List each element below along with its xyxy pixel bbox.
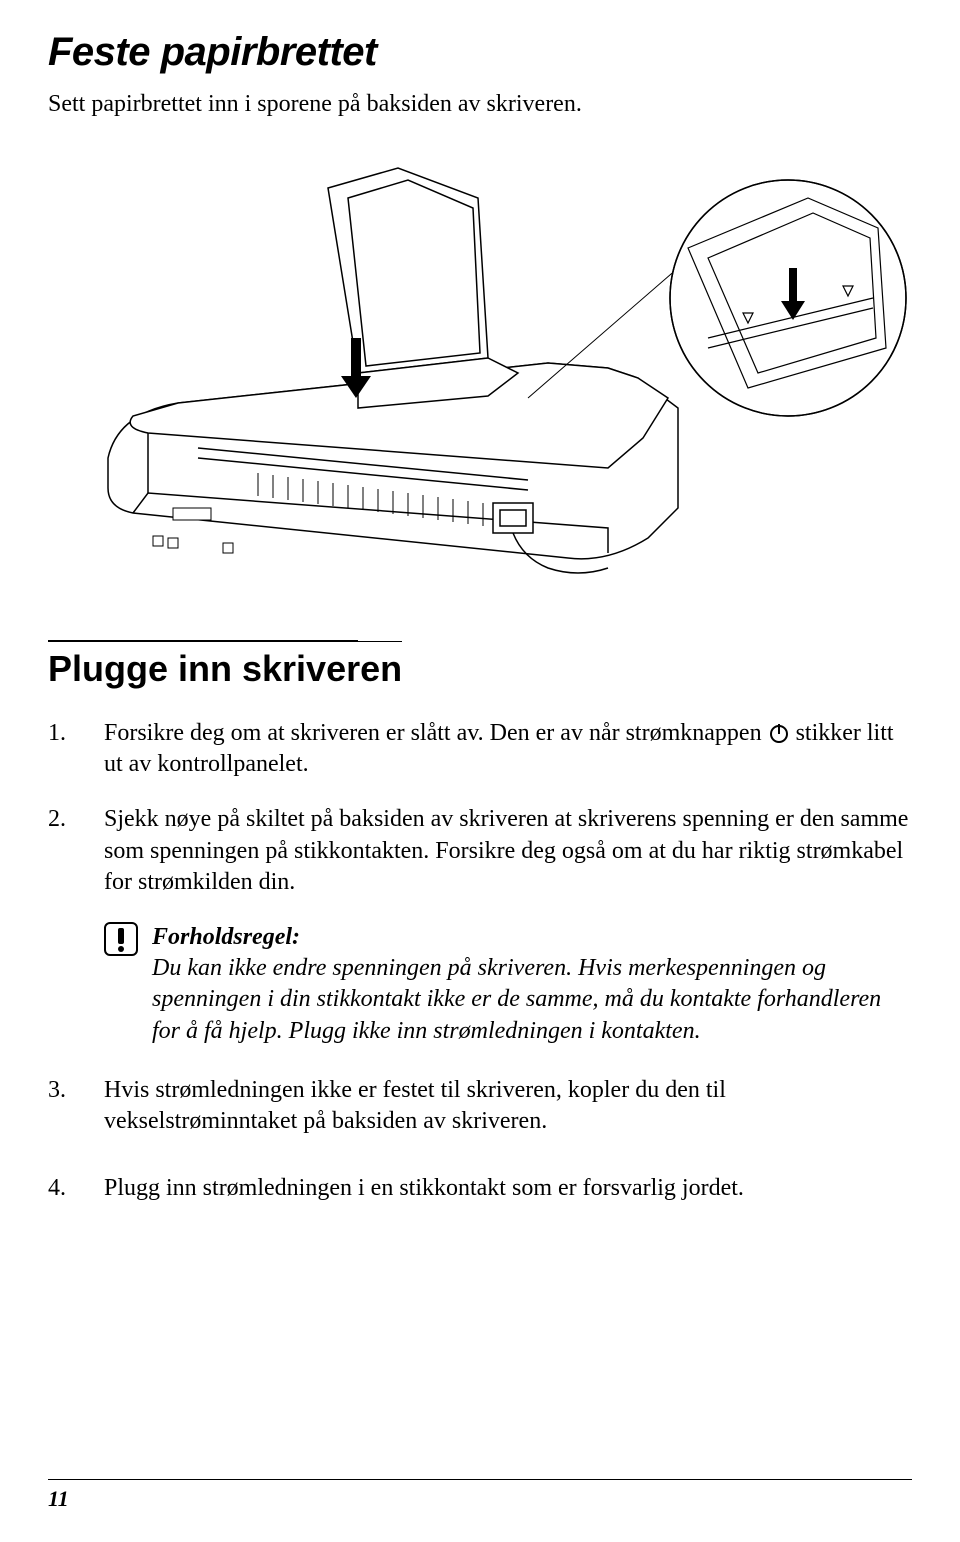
step-4: 4. Plugg inn strømledningen i en stikkon… — [48, 1173, 912, 1204]
step-text: Hvis strømledningen ikke er festet til s… — [104, 1075, 912, 1137]
step-number: 1. — [48, 718, 104, 780]
section-heading-1: Feste papirbrettet — [48, 30, 912, 75]
printer-illustration — [48, 138, 912, 608]
caution-body: Du kan ikke endre spenningen på skrivere… — [152, 955, 881, 1043]
step-number: 4. — [48, 1173, 104, 1204]
step-3: 3. Hvis strømledningen ikke er festet ti… — [48, 1075, 912, 1137]
section1-intro: Sett papirbrettet inn i sporene på baksi… — [48, 91, 912, 118]
page-number: 11 — [48, 1486, 69, 1511]
caution-icon — [104, 922, 152, 1047]
caution-block: Forholdsregel: Du kan ikke endre spennin… — [104, 922, 912, 1047]
step-text: Forsikre deg om at skriveren er slått av… — [104, 718, 912, 780]
step-1-text-before: Forsikre deg om at skriveren er slått av… — [104, 720, 762, 746]
caution-text: Forholdsregel: Du kan ikke endre spennin… — [152, 922, 912, 1047]
section-heading-2: Plugge inn skriveren — [48, 641, 402, 690]
caution-heading: Forholdsregel: — [152, 924, 300, 950]
step-1: 1. Forsikre deg om at skriveren er slått… — [48, 718, 912, 780]
step-number: 3. — [48, 1075, 104, 1137]
step-text: Sjekk nøye på skiltet på baksiden av skr… — [104, 804, 912, 898]
power-icon — [770, 725, 788, 743]
step-2: 2. Sjekk nøye på skiltet på baksiden av … — [48, 804, 912, 898]
page-footer: 11 — [48, 1479, 912, 1512]
step-number: 2. — [48, 804, 104, 898]
step-text: Plugg inn strømledningen i en stikkontak… — [104, 1173, 912, 1204]
